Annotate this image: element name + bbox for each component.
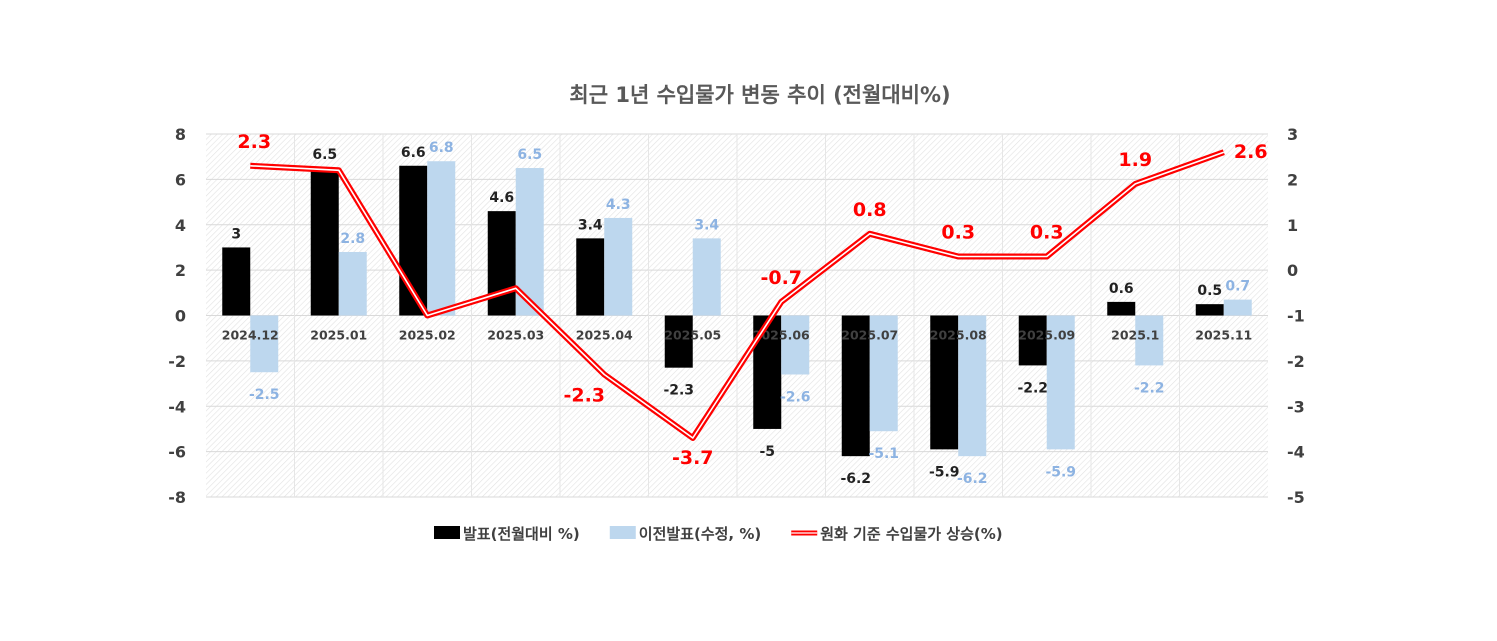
legend-swatch-previous [609,526,636,539]
y-left-tick-label: -6 [168,443,186,462]
bar-announced-label: -5.9 [929,464,960,480]
bar-announced-label: 0.6 [1109,281,1134,297]
legend-swatch-announced [434,526,460,539]
y-left-tick-label: -4 [168,397,186,416]
x-category-label: 2025.02 [399,328,456,343]
y-left-tick-label: -8 [168,488,186,507]
x-category-label: 2025.1 [1111,328,1159,343]
y-right-tick-label: -5 [1287,488,1305,507]
bar-announced [841,315,870,457]
chart-title: 최근 1년 수입물가 변동 추이 (전월대비%) [569,83,950,107]
x-category-label: 2025.08 [930,328,987,343]
legend-label: 원화 기준 수입물가 상승(%) [820,525,1002,543]
legend: 발표(전월대비 %) 이전발표(수정, %) 원화 기준 수입물가 상승(%) [434,525,1003,543]
line-point-label: 0.3 [1030,222,1064,244]
bar-previous-label: 3.4 [694,217,719,233]
y-left-tick-label: 6 [175,170,186,189]
bar-announced-label: 0.5 [1197,283,1222,299]
bar-announced-label: -6.2 [840,471,871,487]
y-right-tick-label: 2 [1287,170,1298,189]
x-category-label: 2024.12 [222,328,279,343]
x-category-label: 2025.05 [664,328,721,343]
line-point-label: 1.9 [1118,149,1152,171]
bar-previous [250,315,279,373]
y-right-tick-label: 1 [1287,216,1298,235]
y-right-tick-label: -1 [1287,307,1305,326]
bar-previous-label: -6.2 [957,471,988,487]
bar-previous [604,217,633,316]
bar-announced [487,211,516,316]
bar-previous-label: 4.3 [606,197,631,213]
bar-announced-label: -5 [759,444,775,460]
bar-previous [869,315,898,432]
legend-label: 이전발표(수정, %) [639,525,761,543]
bar-announced [576,238,605,316]
x-category-label: 2025.07 [841,328,898,343]
bar-announced [930,315,959,450]
bar-announced [1107,301,1136,316]
bar-previous [1046,315,1075,450]
y-right-tick-label: -2 [1287,352,1305,371]
y-left-tick-label: 0 [175,307,186,326]
y-left-tick-label: -2 [168,352,186,371]
bar-announced [1018,315,1047,366]
bar-previous [692,238,721,316]
bar-announced-label: 6.6 [401,145,426,161]
bar-announced-label: 3.4 [578,217,603,233]
x-category-label: 2025.09 [1018,328,1075,343]
line-point-label: -0.7 [760,267,802,289]
bar-previous-label: -2.6 [780,389,811,405]
y-left-tick-label: 4 [175,216,186,235]
x-category-label: 2025.04 [576,328,633,343]
bar-announced [664,315,693,368]
bar-previous [338,251,367,316]
bar-previous-label: -2.5 [249,387,280,403]
bar-announced-label: 6.5 [312,147,337,163]
bar-announced [1195,304,1224,316]
line-krw-import-price-inner [250,151,1225,439]
plot-area: 8 6 4 2 0 -2 -4 -6 -8 3 2 1 0 -1 -2 -3 -4 -5 3 -2.5 6.5 2.8 6.… [168,125,1305,507]
legend-label: 발표(전월대비 %) [463,525,580,543]
bar-previous [781,315,810,375]
x-category-label: 2025.06 [753,328,810,343]
y-right-tick-label: -4 [1287,443,1305,462]
bar-announced-label: -2.2 [1017,380,1048,396]
line-point-label: 2.3 [237,131,271,153]
bar-announced-label: 3 [231,226,241,242]
x-category-label: 2025.01 [310,328,367,343]
line-point-label: -2.3 [563,384,605,406]
bar-announced-label: -2.3 [663,383,694,399]
bar-announced [222,247,251,316]
bar-previous [1223,299,1252,316]
x-category-label: 2025.03 [487,328,544,343]
line-point-label: 2.6 [1234,141,1268,163]
y-right-tick-label: 0 [1287,261,1298,280]
bar-previous-label: 6.5 [517,147,542,163]
y-right-tick-label: 3 [1287,125,1298,144]
bar-previous [1135,315,1164,366]
line-point-label: 0.3 [941,222,975,244]
y-right-tick-label: -3 [1287,397,1305,416]
bar-announced-label: 4.6 [489,190,514,206]
bar-previous [958,315,987,457]
y-left-tick-label: 2 [175,261,186,280]
bar-previous-label: 0.7 [1225,279,1250,295]
bar-announced [310,168,339,316]
bar-previous-label: 2.8 [340,231,365,247]
bar-previous-label: -5.9 [1045,464,1076,480]
line-point-label: 0.8 [853,199,887,221]
line-point-label: -3.7 [672,447,714,469]
bar-previous [427,161,456,316]
bar-previous-label: -5.1 [868,446,899,462]
y-left-tick-label: 8 [175,125,186,144]
bar-previous-label: 6.8 [429,140,454,156]
x-category-label: 2025.11 [1195,328,1252,343]
bar-previous-label: -2.2 [1134,380,1165,396]
